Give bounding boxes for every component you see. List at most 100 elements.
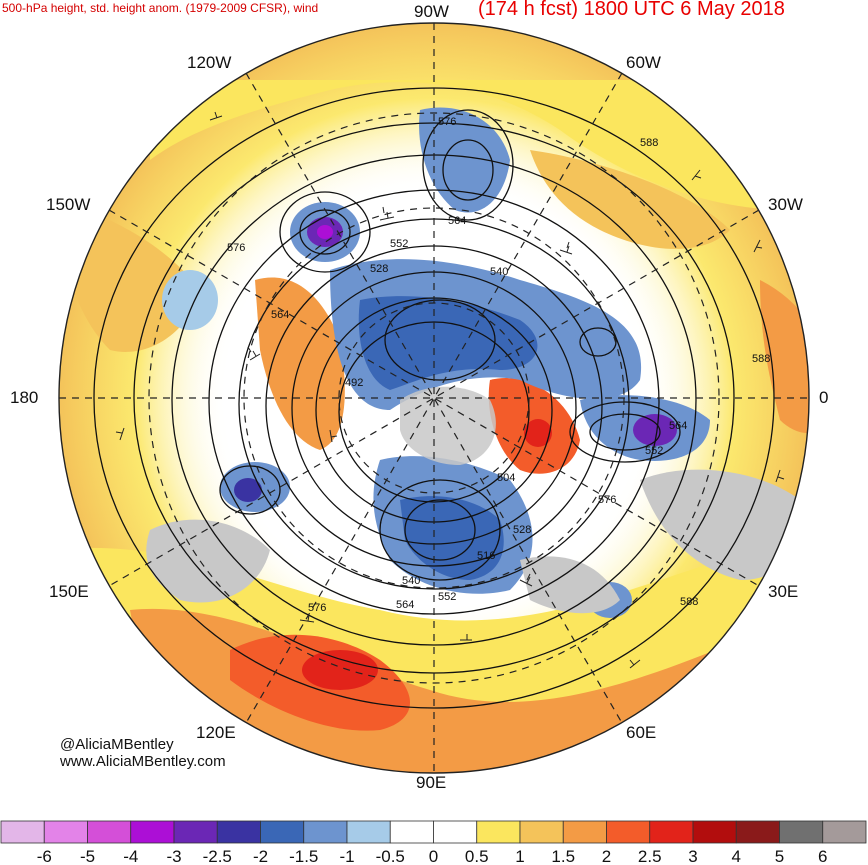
map-boundary xyxy=(58,22,810,774)
meridian-150w-30e xyxy=(108,209,760,587)
colorbar-box xyxy=(822,820,867,844)
colorbar-box xyxy=(476,820,521,844)
central-red-east xyxy=(524,419,552,447)
south-central-negative-dark xyxy=(400,496,504,580)
latitude-circle-inner xyxy=(338,302,530,494)
lon-label-60e: 60E xyxy=(626,723,656,742)
wind-barb xyxy=(519,573,533,587)
contour-label: 540 xyxy=(402,575,420,587)
contour-label: 552 xyxy=(438,591,456,603)
contour-low-south-2 xyxy=(404,499,476,561)
colorbar-box xyxy=(130,820,175,844)
colorbar-box xyxy=(606,820,651,844)
colorbar-box xyxy=(433,820,478,844)
wind-barb xyxy=(329,429,338,443)
polar-stereographic-map: 576 588 564 552 528 540 576 564 492 588 … xyxy=(10,2,828,792)
contour-value-labels: 576 588 564 552 528 540 576 564 492 588 … xyxy=(227,116,770,614)
lon-label-30w: 30W xyxy=(768,195,803,214)
colorbar-box xyxy=(519,820,564,844)
colorbar-box xyxy=(173,820,218,844)
atlantic-positive xyxy=(530,150,730,249)
lon-label-60w: 60W xyxy=(626,53,661,72)
colorbar-box xyxy=(260,820,305,844)
wind-barb xyxy=(775,469,785,483)
lon-label-90w: 90W xyxy=(414,2,449,21)
colorbar-tick-label: -4 xyxy=(123,847,138,865)
colorbar-tick-label: 1 xyxy=(515,847,524,865)
lon-label-120e: 120E xyxy=(196,723,236,742)
contour-label: 588 xyxy=(752,353,770,365)
colorbar-box xyxy=(43,820,88,844)
colorbar-tick-label: -2 xyxy=(253,847,268,865)
contour-label: 504 xyxy=(497,472,515,484)
forecast-time-title: (174 h fcst) 1800 UTC 6 May 2018 xyxy=(478,0,785,20)
lon-label-150e: 150E xyxy=(49,582,89,601)
longitude-labels: 90W 60W 120W 30W 150W 0 180 150E 30E 120… xyxy=(10,2,828,792)
wind-barb xyxy=(379,206,395,221)
central-asia-terrain xyxy=(520,556,620,614)
wind-barb xyxy=(209,111,223,121)
colorbar-box xyxy=(216,820,261,844)
lon-label-150w: 150W xyxy=(46,195,90,214)
colorbar-boxes xyxy=(0,820,867,844)
latitude-circle-middle xyxy=(243,207,625,589)
lon-label-90e: 90E xyxy=(416,773,446,792)
meridian-60w-120e xyxy=(245,72,623,724)
pacific-negative xyxy=(162,270,218,330)
colorbar-tick-label: 0.5 xyxy=(465,847,489,865)
contour-label: 576 xyxy=(227,242,245,254)
contour-label: 564 xyxy=(271,309,289,321)
colorbar-tick-labels: -6 -5 -4 -3 -2.5 -2 -1.5 -1 -0.5 0 0.5 1 1.5 2 2.5 3 4 5 6 xyxy=(37,847,828,865)
map-disc xyxy=(59,23,809,773)
contour-label: 528 xyxy=(513,524,531,536)
colorbar-box xyxy=(0,820,45,844)
colorbar-tick-label: -5 xyxy=(80,847,95,865)
anomaly-colorbar: -6 -5 -4 -3 -2.5 -2 -1.5 -1 -0.5 0 0.5 1 1.5 2 2.5 3 4 5 6 xyxy=(0,820,867,865)
contour-label: 588 xyxy=(640,137,658,149)
colorbar-tick-label: 6 xyxy=(818,847,827,865)
asia-terrain xyxy=(640,469,803,580)
europe-negative-core xyxy=(633,414,677,446)
contour-label: 540 xyxy=(490,266,508,278)
credit-website: www.AliciaMBentley.com xyxy=(60,753,226,770)
colorbar-tick-label: 2 xyxy=(602,847,611,865)
wind-barb xyxy=(299,614,315,623)
meridian-120w-60e xyxy=(245,72,623,724)
contour-label: 564 xyxy=(448,215,466,227)
contour-label: 576 xyxy=(308,602,326,614)
contour-hudson-2 xyxy=(442,139,494,201)
meridian-30w-150e xyxy=(108,209,760,587)
alaska-negative-peak xyxy=(317,225,333,239)
wind-barb xyxy=(753,239,763,253)
wind-barb xyxy=(629,659,641,669)
colorbar-box xyxy=(562,820,607,844)
colorbar-tick-label: -1.5 xyxy=(289,847,318,865)
colorbar-tick-label: -0.5 xyxy=(376,847,405,865)
contour-label: 576 xyxy=(598,494,616,506)
contour-europe-2 xyxy=(589,413,661,451)
wind-barb xyxy=(691,169,702,181)
colorbar-tick-label: 3 xyxy=(688,847,697,865)
contour-label: 552 xyxy=(645,445,663,457)
colorbar-box xyxy=(87,820,132,844)
far-east-orange xyxy=(760,280,809,434)
terrain-gray xyxy=(146,386,803,614)
arctic-terrain xyxy=(400,386,496,465)
wind-barb xyxy=(247,346,261,361)
contour-alaska-1 xyxy=(279,191,371,273)
colorbar-tick-label: -2.5 xyxy=(203,847,232,865)
colorbar-box xyxy=(649,820,694,844)
central-negative-dark xyxy=(358,296,538,390)
wind-barb xyxy=(115,427,125,441)
credit-handle: @AliciaMBentley xyxy=(60,736,174,753)
colorbar-tick-label: -1 xyxy=(339,847,354,865)
lon-label-0: 0 xyxy=(819,388,828,407)
contour-label: 564 xyxy=(396,599,414,611)
contour-hudson-1 xyxy=(422,109,514,221)
lon-label-180: 180 xyxy=(10,388,38,407)
colorbar-tick-label: 2.5 xyxy=(638,847,662,865)
graticule xyxy=(59,23,809,773)
colorbar-box xyxy=(303,820,348,844)
contour-label: 492 xyxy=(345,377,363,389)
colorbar-box xyxy=(692,820,737,844)
